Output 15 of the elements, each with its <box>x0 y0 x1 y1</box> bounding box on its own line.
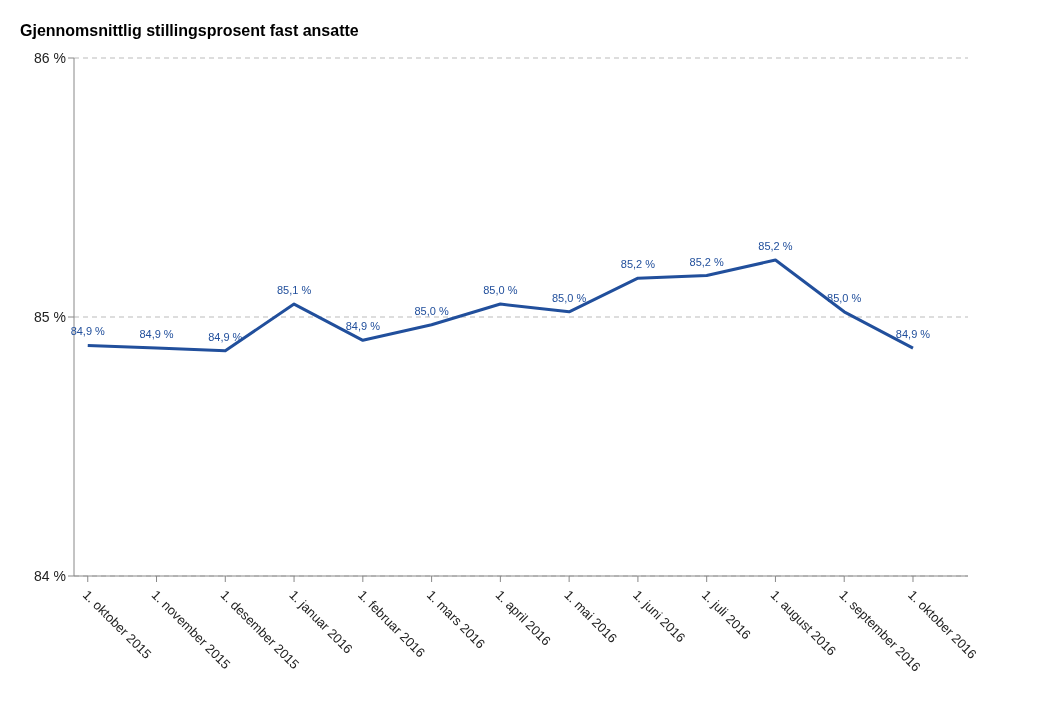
data-label: 84,9 % <box>345 320 381 333</box>
y-tick-label: 86 % <box>34 49 66 66</box>
data-label: 85,2 % <box>758 240 793 253</box>
data-label: 85,0 % <box>552 291 587 304</box>
data-label: 84,9 % <box>895 328 931 341</box>
chart-title: Gjennomsnittlig stillingsprosent fast ansatte <box>19 21 360 41</box>
data-label: 85,1 % <box>276 284 312 297</box>
data-label: 85,0 % <box>414 304 449 317</box>
data-label: 85,2 % <box>620 258 656 271</box>
y-tick-label: 84 % <box>34 567 66 584</box>
data-label: 85,0 % <box>483 284 518 297</box>
data-label: 85,2 % <box>689 255 725 268</box>
y-tick-label: 85 % <box>34 308 66 325</box>
data-label: 84,9 % <box>139 328 174 341</box>
data-label: 84,9 % <box>70 325 106 338</box>
